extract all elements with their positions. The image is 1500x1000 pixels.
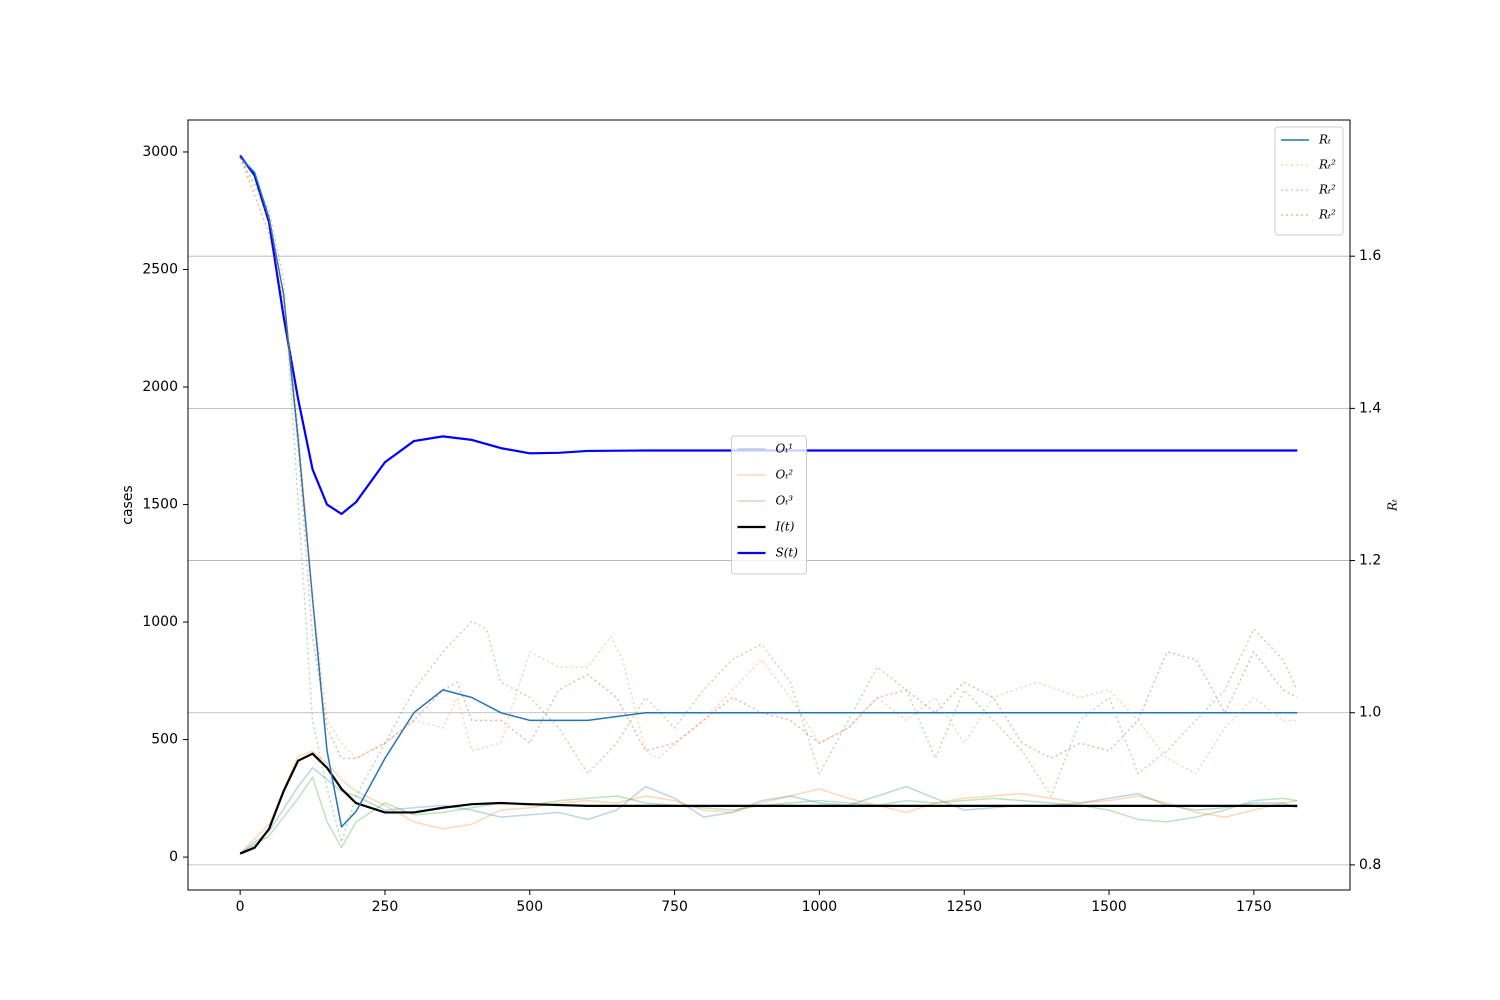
x-tick-label: 500 [516, 899, 543, 915]
legend-label: Oₜ³ [776, 494, 794, 508]
y2-tick-label: 1.4 [1359, 400, 1381, 416]
y2-tick-label: 1.6 [1359, 248, 1381, 264]
legend-label: Rₜ² [1318, 158, 1336, 172]
legend-label: Rₜ [1318, 133, 1331, 147]
y2-axis-label: Rₜ [1386, 499, 1400, 512]
series-line [239, 154, 1298, 516]
legend-label: Oₜ¹ [776, 442, 794, 456]
y2-tick-label: 0.8 [1359, 857, 1381, 873]
legend-label: Rₜ² [1318, 183, 1336, 197]
series-line [239, 156, 1298, 828]
y-axis-label: cases [120, 485, 136, 524]
legend: Oₜ¹ Oₜ² Oₜ³ I(t) S(t) [731, 435, 807, 575]
series-line [239, 752, 1298, 855]
series-line [239, 750, 1298, 855]
y-tick-label: 1500 [142, 497, 178, 513]
y-tick-label: 0 [169, 849, 178, 865]
y-tick-label: 2500 [142, 261, 178, 277]
y-tick-label: 1000 [142, 614, 178, 630]
legend-box [1274, 126, 1344, 236]
legend-box [731, 435, 807, 575]
y2-tick-label: 1.0 [1359, 705, 1381, 721]
x-tick-label: 750 [661, 899, 688, 915]
x-tick-label: 1500 [1091, 899, 1127, 915]
legend-label: S(t) [776, 546, 799, 560]
y2-tick-label: 1.2 [1359, 553, 1381, 569]
y-tick-label: 500 [151, 732, 178, 748]
x-tick-label: 0 [236, 899, 245, 915]
x-tick-label: 1750 [1236, 899, 1272, 915]
legend-label: Rₜ² [1318, 208, 1336, 222]
x-tick-label: 1000 [802, 899, 838, 915]
plot-frame [187, 119, 1351, 891]
y-tick-label: 2000 [142, 379, 178, 395]
x-tick-label: 1250 [946, 899, 982, 915]
legend-label: I(t) [775, 520, 795, 534]
legend: Rₜ Rₜ² Rₜ² Rₜ² [1274, 126, 1344, 236]
series-line [239, 157, 1298, 760]
y-tick-label: 3000 [142, 144, 178, 160]
x-tick-label: 250 [372, 899, 399, 915]
legend-label: Oₜ² [776, 468, 794, 482]
series-line [239, 776, 1298, 855]
